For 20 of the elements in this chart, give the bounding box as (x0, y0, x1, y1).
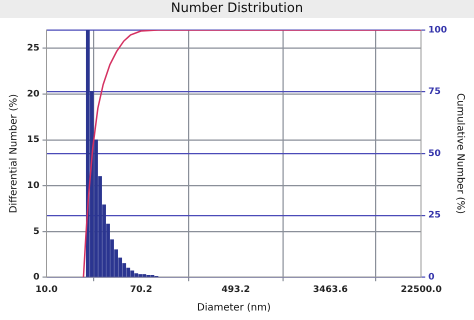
y-tick-label: 5 (33, 226, 40, 237)
y-tick-label: 0 (33, 272, 40, 283)
x-tick-label: 10.0 (35, 284, 58, 295)
y-tick-label: 25 (26, 44, 40, 54)
x-tick-label: 493.2 (222, 284, 250, 295)
y2-tick-label: 100 (428, 25, 448, 36)
y2-tick-label: 75 (428, 87, 441, 98)
y2-axis-title: Cumulative Number (%) (454, 93, 466, 214)
y2-tick-label: 25 (428, 210, 441, 221)
y2-tick-label: 50 (428, 148, 441, 159)
x-tick-label: 3463.6 (313, 284, 348, 295)
x-tick-label: 70.2 (130, 284, 152, 295)
x-axis-title: Diameter (nm) (196, 302, 271, 314)
y2-tick-label: 0 (428, 272, 434, 283)
y-tick-label: 20 (26, 89, 40, 100)
y-axis-title: Differential Number (%) (8, 94, 20, 214)
x-tick-label: 22500.0 (400, 284, 442, 295)
chart-title: Number Distribution (0, 0, 474, 18)
y-tick-label: 10 (26, 180, 40, 191)
y-tick-label: 15 (26, 135, 40, 146)
